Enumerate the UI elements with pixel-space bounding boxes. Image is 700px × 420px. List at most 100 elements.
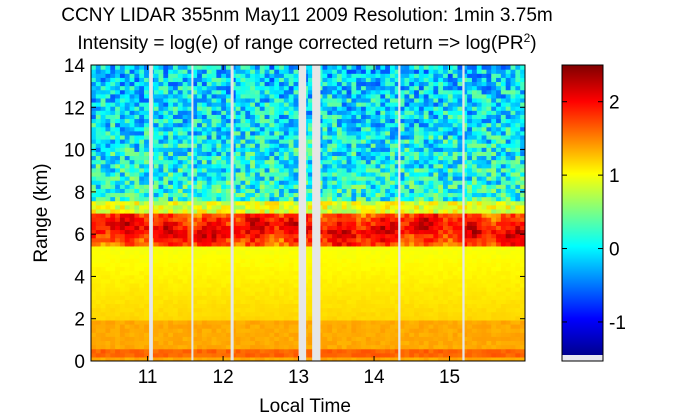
heatmap-cell <box>226 324 232 329</box>
heatmap-cell <box>95 303 102 309</box>
heatmap-cell <box>351 130 357 136</box>
heatmap-cell <box>394 73 401 78</box>
heatmap-cell <box>414 184 420 189</box>
heatmap-cell <box>95 69 102 74</box>
heatmap-cell <box>245 151 251 157</box>
heatmap-cell <box>216 291 222 296</box>
heatmap-cell <box>346 155 352 161</box>
heatmap-cell <box>216 196 222 202</box>
heatmap-cell <box>380 291 386 296</box>
heatmap-cell <box>187 126 193 132</box>
heatmap-cell <box>221 114 227 120</box>
heatmap-cell <box>365 299 372 305</box>
heatmap-cell <box>115 217 121 222</box>
heatmap-cell <box>187 229 193 235</box>
heatmap-cell <box>322 81 328 87</box>
heatmap-cell <box>308 282 314 288</box>
heatmap-cell <box>264 143 271 148</box>
heatmap-cell <box>240 324 246 329</box>
heatmap-cell <box>139 110 145 115</box>
heatmap-cell <box>356 245 362 251</box>
heatmap-cell <box>269 328 275 333</box>
heatmap-cell <box>115 192 121 198</box>
heatmap-cell <box>404 241 410 247</box>
heatmap-cell <box>361 163 367 169</box>
heatmap-cell <box>168 159 174 165</box>
heatmap-cell <box>100 303 107 309</box>
heatmap-cell <box>177 196 184 202</box>
heatmap-cell <box>409 65 415 70</box>
heatmap-cell <box>105 356 111 361</box>
heatmap-cell <box>385 295 391 300</box>
heatmap-cell <box>394 184 401 189</box>
heatmap-cell <box>250 155 256 161</box>
heatmap-cell <box>264 336 271 342</box>
heatmap-cell <box>201 159 208 165</box>
heatmap-cell <box>182 167 189 173</box>
heatmap-cell <box>139 336 145 342</box>
heatmap-cell <box>95 237 102 243</box>
heatmap-cell <box>308 110 314 115</box>
heatmap-cell <box>341 221 348 226</box>
heatmap-cell <box>259 204 266 210</box>
heatmap-cell <box>409 89 415 95</box>
heatmap-cell <box>264 196 271 202</box>
heatmap-cell <box>240 184 246 189</box>
heatmap-cell <box>226 254 232 259</box>
heatmap-cell <box>134 134 140 140</box>
heatmap-cell <box>389 213 396 218</box>
heatmap-cell <box>250 311 256 317</box>
heatmap-cell <box>124 171 131 177</box>
heatmap-cell <box>187 344 193 350</box>
heatmap-cell <box>216 225 222 231</box>
heatmap-cell <box>283 250 290 255</box>
heatmap-cell <box>274 241 280 247</box>
heatmap-cell <box>100 233 107 239</box>
heatmap-cell <box>370 97 377 103</box>
heatmap-cell <box>259 102 266 107</box>
heatmap-cell <box>394 200 401 206</box>
heatmap-cell <box>211 319 217 325</box>
heatmap-cell <box>221 134 227 140</box>
heatmap-cell <box>153 143 160 148</box>
heatmap-cell <box>177 163 184 169</box>
heatmap-cell <box>404 229 410 235</box>
heatmap-cell <box>144 122 150 128</box>
heatmap-cell <box>163 196 169 202</box>
heatmap-cell <box>394 134 401 140</box>
heatmap-cell <box>250 274 256 280</box>
heatmap-cell <box>356 303 362 309</box>
heatmap-cell <box>134 126 140 132</box>
heatmap-cell <box>332 110 338 115</box>
heatmap-cell <box>409 155 415 161</box>
heatmap-cell <box>389 81 396 87</box>
heatmap-cell <box>221 213 227 218</box>
heatmap-cell <box>341 81 348 87</box>
heatmap-cell <box>322 134 328 140</box>
heatmap-cell <box>399 208 406 214</box>
heatmap-cell <box>288 217 295 222</box>
heatmap-cell <box>361 118 367 124</box>
heatmap-cell <box>187 225 193 231</box>
heatmap-cell <box>153 93 160 99</box>
heatmap-cell <box>100 180 107 185</box>
heatmap-cell <box>197 315 203 321</box>
heatmap-cell <box>206 278 213 284</box>
heatmap-cell <box>235 118 242 124</box>
heatmap-cell <box>119 352 126 358</box>
heatmap-cell <box>100 295 107 300</box>
heatmap-cell <box>389 328 396 333</box>
heatmap-cell <box>365 348 372 354</box>
heatmap-cell <box>370 81 377 87</box>
heatmap-cell <box>327 221 333 226</box>
heatmap-cell <box>332 287 338 292</box>
heatmap-cell <box>380 110 386 115</box>
heatmap-cell <box>341 200 348 206</box>
heatmap-cell <box>361 151 367 157</box>
heatmap-cell <box>254 324 261 329</box>
heatmap-cell <box>100 221 107 226</box>
heatmap-cell <box>105 270 111 276</box>
heatmap-cell <box>211 122 217 128</box>
heatmap-cell <box>115 110 121 115</box>
heatmap-cell <box>279 328 285 333</box>
